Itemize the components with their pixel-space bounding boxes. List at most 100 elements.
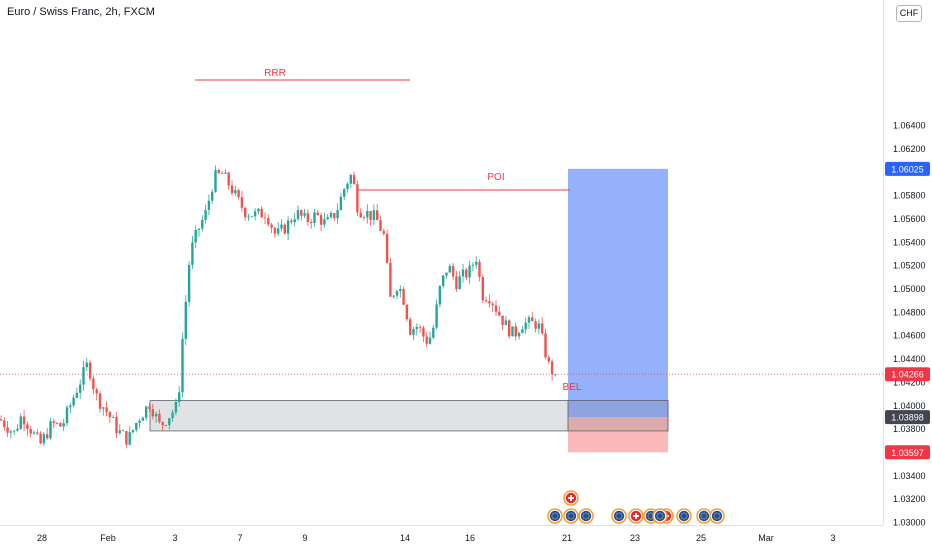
candle-body [49,421,52,439]
price-tag: 1.03597 [885,445,930,460]
candle-body [415,326,418,330]
candle-body [253,211,257,217]
candle-body [250,216,253,218]
y-tick-label: 1.05800 [893,191,926,201]
poi-label: POI [487,172,504,183]
candle-body [435,304,438,328]
y-tick-label: 1.04200 [893,377,926,387]
candle-body [237,190,240,198]
candle-body [316,212,319,216]
candle-body [227,172,230,186]
candle-body [184,301,187,339]
candle-body [517,333,521,337]
x-tick-label: 3 [172,533,177,543]
candle-body [547,357,550,362]
y-tick-label: 1.06200 [893,144,926,154]
time-axis[interactable]: 28 Feb 3 7 9 14 16 21 23 25 Mar 3 [37,533,836,543]
eu-flag-icon[interactable] [652,508,668,524]
candle-body [544,333,547,358]
candle-body [220,173,224,174]
candle-body [451,265,455,277]
candle-body [9,431,13,433]
candle-body [164,425,168,426]
x-tick-label: Mar [758,533,774,543]
swiss-flag-icon[interactable] [628,508,644,524]
candle-body [171,412,174,419]
price-tag-bg [885,445,930,460]
candle-body [270,224,273,228]
candle-body [481,277,484,301]
candle-body [154,413,158,417]
currency-button[interactable]: CHF [896,5,922,22]
event-icons-layer [547,490,725,524]
candle-body [339,196,343,211]
candle-body [527,317,531,323]
candle-body [491,303,494,306]
candle-body [207,200,211,210]
y-tick-label: 1.03800 [893,424,926,434]
rrr-label: RRR [264,68,286,79]
price-tag-value: 1.06025 [891,164,924,174]
eu-flag-icon[interactable] [611,508,627,524]
candle-body [257,208,260,212]
candle-body [88,362,92,379]
candle-body [537,323,541,329]
x-tick-label: 23 [630,533,640,543]
candle-body [478,261,481,278]
candle-body [319,215,323,225]
price-tag-bg [885,410,930,425]
candle-body [234,190,237,194]
candle-body [372,210,376,220]
candle-body [422,327,425,337]
candle-body [468,265,471,278]
price-tag-value: 1.03597 [891,448,924,458]
price-axis[interactable]: 1.06400 1.06200 1.05800 1.05600 1.05400 1.052… [893,121,926,528]
candle-body [494,305,498,312]
candle-body [402,288,405,305]
candle-body [135,422,138,430]
y-tick-label: 1.03400 [893,471,926,481]
candle-body [82,367,85,385]
candle-body [356,184,359,213]
candle-body [16,428,19,431]
candle-body [267,218,270,225]
candle-body [187,264,191,302]
candle-body [168,418,171,426]
candle-body [445,272,448,276]
candle-body [121,430,125,432]
candle-body [425,336,428,344]
candle-body [151,409,154,417]
candle-body [194,229,197,243]
candle-body [293,219,296,223]
candle-body [191,242,194,265]
eu-flag-icon[interactable] [696,508,712,524]
candle-body [161,421,164,426]
eu-flag-icon[interactable] [676,508,692,524]
eu-flag-icon[interactable] [709,508,725,524]
x-tick-label: 7 [237,533,242,543]
candle-body [326,217,329,220]
price-tag-bg [885,161,930,176]
y-tick-label: 1.06400 [893,121,926,131]
eu-flag-icon[interactable] [563,508,579,524]
candle-body [313,212,316,224]
candle-body [174,402,178,413]
candle-body [428,337,432,344]
eu-flag-icon[interactable] [578,508,594,524]
eu-flag-icon[interactable] [547,508,563,524]
candle-body [534,321,537,329]
candle-body [465,269,468,278]
candle-body [230,185,234,194]
candle-body [118,430,121,434]
price-tag-bg [885,367,930,382]
candle-body [85,362,88,368]
candle-body [42,434,46,444]
candle-body [62,423,65,427]
candle-body [438,285,442,305]
candle-body [95,389,98,394]
candle-body [521,329,524,334]
swiss-flag-icon[interactable] [563,490,579,506]
candle-body [448,265,451,273]
candle-body [310,221,313,224]
